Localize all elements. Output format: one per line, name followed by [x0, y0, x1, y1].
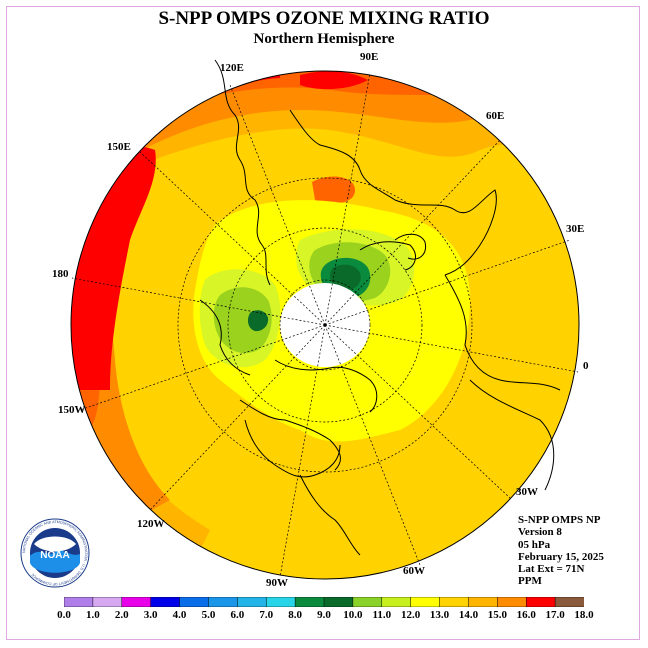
- colorbar-swatch: [381, 597, 412, 607]
- lon-label-90e: 90E: [360, 51, 379, 63]
- info-lat-ext: Lat Ext = 71N: [518, 563, 585, 576]
- lon-label-120e: 120E: [220, 62, 244, 74]
- colorbar-swatch: [525, 597, 556, 607]
- figure-frame: [6, 6, 640, 640]
- field-patch-16: [300, 71, 368, 90]
- latitude-circle-80n: [279, 279, 371, 371]
- colorbar-tick-label: 5.0: [201, 609, 216, 621]
- map-boundary: [70, 70, 580, 580]
- colorbar-tick-label: 12.0: [401, 609, 421, 621]
- colorbar-tick-label: 14.0: [458, 609, 479, 621]
- colorbar-tick-label: 16.0: [516, 609, 536, 621]
- colorbar-tick-label: 1.0: [86, 609, 100, 621]
- colorbar-swatch: [150, 597, 181, 607]
- map-title: S-NPP OMPS OZONE MIXING RATIO: [158, 8, 490, 29]
- colorbar-tick-label: 8.0: [288, 609, 302, 621]
- meridian-30e: [324, 239, 571, 326]
- field-band-10-east: [330, 264, 361, 290]
- lon-label-150e: 150E: [107, 141, 131, 153]
- colorbar-swatch: [439, 597, 470, 607]
- info-date: February 15, 2025: [518, 550, 604, 563]
- graticule: [71, 72, 579, 578]
- colorbar-swatch: [179, 597, 210, 607]
- colorbar-swatch: [468, 597, 499, 607]
- map-subtitle: Northern Hemisphere: [253, 31, 395, 47]
- coast-asia-east: [214, 59, 271, 286]
- colorbar-swatch: [121, 597, 152, 607]
- coast-africa: [469, 379, 555, 491]
- coast-europe: [444, 274, 561, 391]
- logo-sea: [30, 550, 80, 573]
- coast-canada: [239, 399, 341, 471]
- colorbar-swatch: [323, 597, 354, 607]
- colorbar-swatch: [64, 597, 94, 607]
- colorbar-tick-label: 7.0: [259, 609, 274, 621]
- colorbar-tick-label: 9.0: [317, 609, 331, 621]
- info-instrument: S-NPP OMPS NP: [518, 514, 601, 526]
- logo-bird: [34, 536, 76, 552]
- info-block: S-NPP OMPS NP Version 8 05 hPa February …: [518, 514, 604, 588]
- ozone-field: [71, 71, 579, 579]
- lon-label-30e: 30E: [566, 223, 585, 235]
- colorbar-tick-label: 10.0: [343, 609, 363, 621]
- colorbar-tick-label: 17.0: [545, 609, 565, 621]
- meridian-60w: [324, 324, 421, 566]
- info-version: Version 8: [518, 526, 562, 539]
- colorbar-tick-label: 18.0: [574, 609, 594, 621]
- meridian-150w: [79, 324, 326, 411]
- info-level: 05 hPa: [518, 538, 551, 551]
- colorbar-swatch: [92, 597, 123, 607]
- latitude-circle-60n: [177, 177, 473, 473]
- coast-novaya: [394, 233, 427, 260]
- colorbar-swatch: [497, 597, 527, 607]
- coast-greenland: [274, 359, 378, 413]
- colorbar-tick-label: 15.0: [487, 609, 507, 621]
- field-band-10-west: [247, 310, 269, 332]
- meridian-180: [71, 277, 326, 326]
- coast-alaska: [199, 299, 251, 376]
- colorbar-swatch: [265, 597, 296, 607]
- noaa-logo: NOAA NATIONAL OCEANIC AND ATMOSPHERIC AD…: [20, 518, 90, 588]
- colorbar-tick-label: 4.0: [172, 609, 187, 621]
- lon-label-180: 180: [52, 268, 69, 280]
- lon-label-0: 0: [583, 360, 589, 372]
- coast-usa: [244, 419, 341, 478]
- field-patch-15p5: [312, 176, 355, 204]
- meridian-0: [324, 324, 579, 373]
- colorbar-tick-label: 3.0: [143, 609, 158, 621]
- colorbar-tick-label: 11.0: [372, 609, 392, 621]
- meridian-120e: [229, 84, 326, 326]
- lon-label-60w: 60W: [403, 565, 425, 577]
- colorbar-swatch: [208, 597, 239, 607]
- lon-label-120w: 120W: [137, 518, 165, 530]
- coast-central-america: [299, 474, 361, 556]
- colorbar-tick-label: 2.0: [114, 609, 129, 621]
- lon-label-30w: 30W: [516, 486, 538, 498]
- coast-svalbard: [359, 241, 416, 271]
- lon-label-150w: 150W: [58, 404, 86, 416]
- meridian-120w: [149, 324, 326, 511]
- coastlines: [199, 59, 561, 556]
- colorbar-swatch: [294, 597, 325, 607]
- colorbar-tick-label: 0.0: [57, 609, 71, 621]
- colorbar-tick-label: 6.0: [230, 609, 245, 621]
- colorbar-tick-label: 13.0: [429, 609, 450, 621]
- meridian-60e: [324, 139, 501, 326]
- colorbar-swatch: [237, 597, 267, 607]
- latitude-circle-70n: [227, 227, 423, 423]
- coast-scandinavia: [394, 189, 497, 276]
- colorbar-swatch: [410, 597, 441, 607]
- meridian-90w: [279, 324, 326, 578]
- colorbar-swatch: [554, 597, 584, 607]
- meridian-90e: [324, 72, 371, 326]
- coast-asia-north: [289, 109, 396, 201]
- field-band-11-west: [213, 287, 272, 354]
- lon-label-90w: 90W: [266, 577, 288, 589]
- colorbar-swatch: [352, 597, 383, 607]
- info-units: PPM: [518, 575, 542, 588]
- logo-text: NOAA: [40, 550, 69, 561]
- lon-label-60e: 60E: [486, 110, 505, 122]
- colorbar: [64, 597, 584, 607]
